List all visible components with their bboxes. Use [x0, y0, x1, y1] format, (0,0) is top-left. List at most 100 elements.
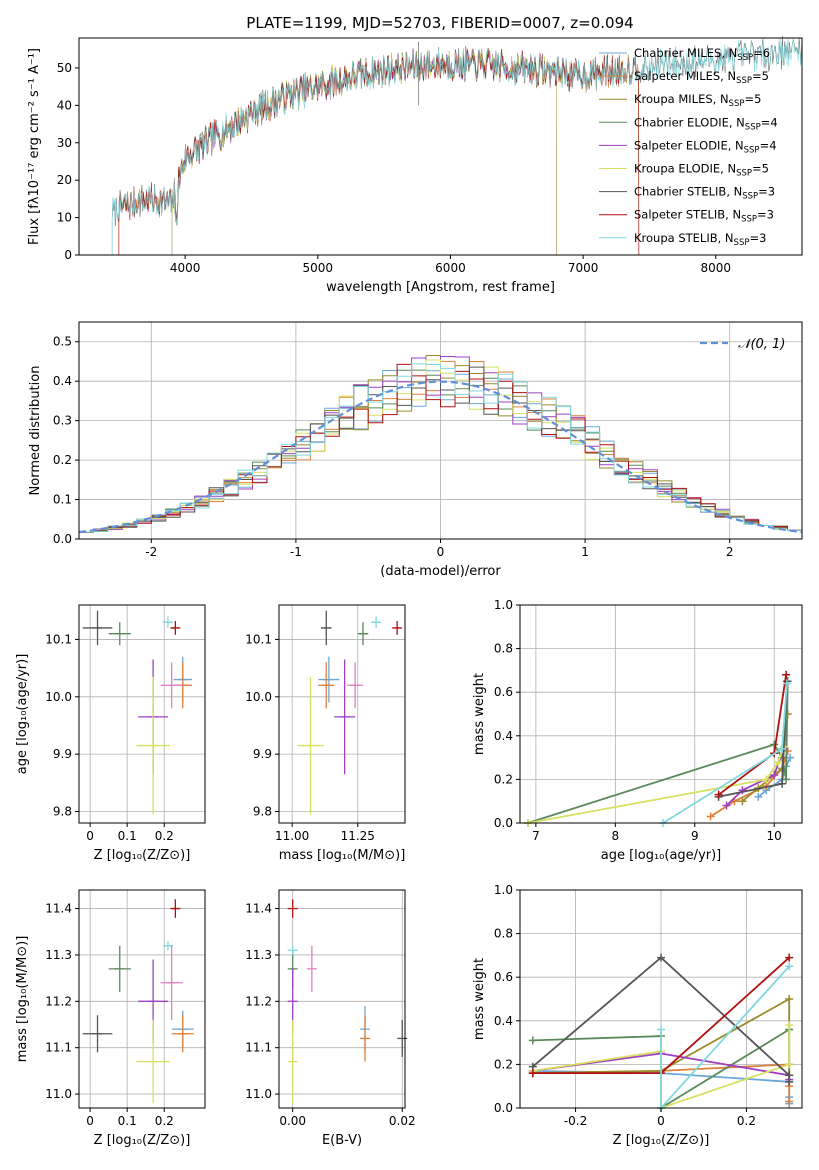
y-tick-label: 11.3 [45, 948, 72, 962]
x-axis-label: Z [log₁₀(Z/Z⊙)] [94, 1133, 191, 1148]
legend-label: Chabrier STELIB, NSSP=3 [634, 185, 775, 202]
y-tick-label: 10.0 [45, 690, 72, 704]
spectrum-series-line [111, 37, 802, 255]
y-tick-label: 10.0 [245, 690, 272, 704]
x-tick-label: 1 [581, 545, 589, 559]
y-tick-label: 0.6 [494, 685, 513, 699]
plot-area [82, 610, 193, 815]
x-axis-label: wavelength [Angstrom, rest frame] [326, 280, 555, 295]
y-tick-label: 11.2 [45, 994, 72, 1008]
weight-point-marker [706, 812, 715, 821]
x-tick-label: -2 [145, 545, 157, 559]
weight-point-marker [786, 753, 795, 762]
axes-spectrum: 4000 5000 6000 7000 8000 0 10 20 30 40 50 wavelengt… [27, 35, 803, 295]
weight-point-marker [770, 771, 779, 780]
x-tick-label: 0 [437, 545, 445, 559]
y-tick-label: 9.8 [53, 805, 72, 819]
plot-area [111, 35, 802, 256]
weight-point-marker [785, 1077, 794, 1086]
axes-frame [78, 889, 206, 1109]
axes-mass_vs_Z: 0 0.1 0.2 11.0 11.1 11.2 11.3 11.4 Z [log₁₀(Z/Z⊙… [15, 889, 206, 1148]
y-axis-label: age [log₁₀(age/yr)] [15, 654, 30, 775]
y-tick-label: 9.9 [253, 747, 272, 761]
y-axis-label: mass weight [472, 958, 487, 1040]
y-tick-label: 0.0 [53, 532, 72, 546]
y-tick-label: 0.0 [494, 1101, 513, 1115]
x-tick-label: 7 [532, 829, 540, 843]
y-tick-label: 11.4 [45, 902, 72, 916]
weight-point-marker [528, 1036, 537, 1045]
y-tick-label: 11.0 [245, 1087, 272, 1101]
figure-title: PLATE=1199, MJD=52703, FIBERID=0007, z=0… [246, 14, 633, 32]
weight-point-marker [770, 740, 779, 749]
y-tick-label: 0.4 [494, 1014, 513, 1028]
y-tick-label: 0.5 [53, 335, 72, 349]
x-tick-label: -0.2 [564, 1114, 587, 1128]
x-tick-label: 0.1 [118, 1114, 137, 1128]
legend-label: Salpeter ELODIE, NSSP=4 [634, 138, 777, 155]
y-tick-label: 0.6 [494, 970, 513, 984]
axes-age_vs_Z: 0 0.1 0.2 9.8 9.9 10.0 10.1 Z [log₁₀(Z/Z⊙)] age … [15, 604, 206, 863]
x-tick-label: 7000 [568, 261, 599, 275]
weight-point-marker [782, 679, 791, 688]
x-tick-label: 0.2 [155, 829, 174, 843]
x-tick-label: 0 [86, 1114, 94, 1128]
weight-point-marker [774, 757, 783, 766]
histogram-series-step [79, 363, 802, 533]
plot-area [78, 355, 803, 534]
y-tick-label: 9.9 [53, 747, 72, 761]
histogram-series-step [79, 363, 802, 533]
x-tick-label: 0.2 [155, 1114, 174, 1128]
y-tick-label: 0.4 [494, 729, 513, 743]
axes-frame [278, 604, 406, 824]
weight-point-marker [785, 1021, 794, 1030]
x-axis-label: (data-model)/error [380, 564, 501, 579]
x-tick-label: 5000 [303, 261, 334, 275]
x-axis-label: Z [log₁₀(Z/Z⊙)] [613, 1133, 710, 1148]
y-tick-label: 0.3 [53, 414, 72, 428]
weight-point-marker [785, 1060, 794, 1069]
x-tick-label: 8 [612, 829, 620, 843]
y-tick-label: 1.0 [494, 598, 513, 612]
y-axis-label: mass [log₁₀(M/M⊙)] [15, 936, 30, 1063]
y-tick-label: 11.4 [245, 902, 272, 916]
axes-mass_vs_EBV: 0.00 0.02 11.0 11.1 11.2 11.3 11.4 E(B-V) [245, 889, 416, 1148]
y-tick-label: 0 [64, 248, 72, 262]
plot-layer: 4000 5000 6000 7000 800001020304050wavelengt… [15, 35, 803, 1148]
y-tick-label: 0.2 [53, 453, 72, 467]
legend: Chabrier MILES, NSSP=6 Salpeter MILES, NS… [599, 46, 778, 248]
axes-frame [519, 604, 803, 824]
y-axis-label: mass weight [472, 673, 487, 755]
x-tick-label: 0.1 [118, 829, 137, 843]
y-tick-label: 0.2 [494, 772, 513, 786]
weight-point-marker [754, 792, 763, 801]
y-tick-label: 0.8 [494, 642, 513, 656]
y-tick-label: 0.1 [53, 493, 72, 507]
legend-label: 𝒩(0, 1) [738, 337, 785, 352]
x-tick-label: 4000 [170, 261, 201, 275]
axes-frame [519, 889, 803, 1109]
x-tick-label: 2 [726, 545, 734, 559]
legend-label: Chabrier ELODIE, NSSP=4 [634, 115, 778, 132]
weight-point-marker [762, 775, 771, 784]
plot-area [287, 899, 408, 1104]
axes-frame [78, 321, 803, 540]
y-tick-label: 10.1 [245, 632, 272, 646]
x-tick-label: 0.2 [737, 1114, 756, 1128]
x-tick-label: 0 [657, 1114, 665, 1128]
plot-area [297, 610, 403, 815]
weight-point-marker [714, 790, 723, 799]
weight-point-marker [782, 670, 791, 679]
y-tick-label: 0.0 [494, 816, 513, 830]
y-tick-label: 0.8 [494, 927, 513, 941]
axes-frame [278, 889, 406, 1109]
weight-point-marker [778, 779, 787, 788]
x-tick-label: 11.25 [341, 829, 375, 843]
x-tick-label: 8000 [700, 261, 731, 275]
y-tick-label: 0.2 [494, 1057, 513, 1071]
y-tick-label: 50 [57, 61, 72, 75]
y-tick-label: 11.3 [245, 948, 272, 962]
weight-point-marker [657, 953, 665, 962]
x-tick-label: 6000 [435, 261, 466, 275]
